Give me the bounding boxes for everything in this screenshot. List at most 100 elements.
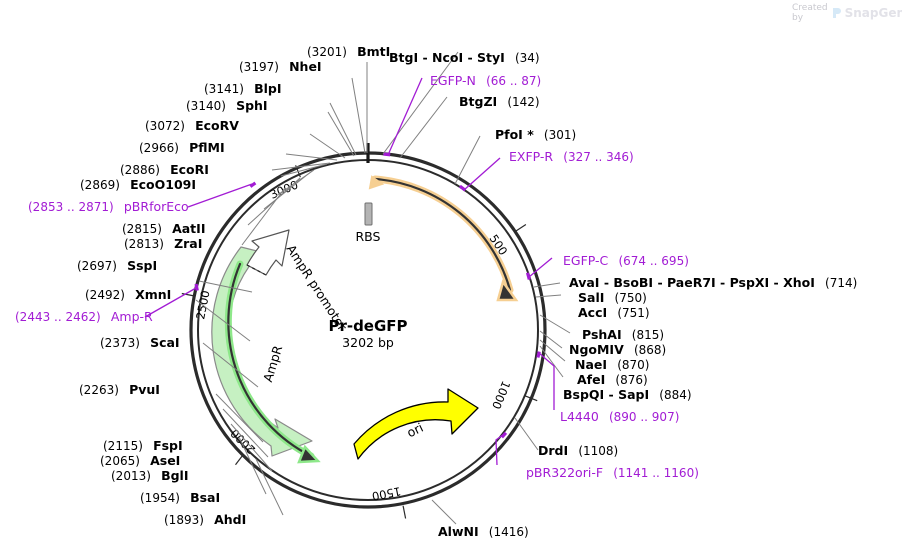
map-label-name-bsai: BsaI <box>190 490 221 505</box>
map-label-position-ngomiv: (868) <box>633 343 667 357</box>
map-label-pfoi[interactable]: PfoI * (301) <box>495 127 576 142</box>
map-label-name-xmni: XmnI <box>135 287 172 302</box>
map-label-name-blpi: BlpI <box>254 81 282 96</box>
ampr-label: AmpR <box>260 343 285 383</box>
label-gap <box>204 509 214 528</box>
map-label-nhei[interactable]: (3197) NheI <box>239 59 322 74</box>
map-label-position-xmni: (2492) <box>85 288 125 302</box>
map-label-position-ecorv: (3072) <box>145 119 185 133</box>
label-gap <box>180 487 190 506</box>
map-label-name-ngomiv: NgoMIV <box>569 342 624 357</box>
label-gap <box>649 384 659 403</box>
map-label-ecorv[interactable]: (3072) EcoRV <box>145 118 239 133</box>
map-label-name-bspqi-sapi: BspQI - SapI <box>563 387 650 402</box>
label-gap <box>479 521 489 540</box>
map-label-sphi[interactable]: (3140) SphI <box>186 98 268 113</box>
map-label-bsai[interactable]: (1954) BsaI <box>140 490 220 505</box>
map-label-position-pshai: (815) <box>631 328 665 342</box>
map-label-position-asei: (2065) <box>100 454 140 468</box>
branding: Created by SnapGene <box>792 3 902 23</box>
map-label-name-pflmi: PflMI <box>189 140 225 155</box>
map-label-position-exfp-r: (327 .. 346) <box>563 150 634 164</box>
map-label-acci[interactable]: AccI (751) <box>578 305 650 320</box>
label-gap <box>117 255 127 274</box>
label-gap <box>101 306 111 325</box>
map-label-zrai[interactable]: (2813) ZraI <box>124 236 202 251</box>
map-label-amp-r[interactable]: (2443 .. 2462) Amp-R <box>15 309 153 324</box>
leader-lines <box>144 51 571 525</box>
map-label-name-bgli: BglI <box>161 468 189 483</box>
map-label-position-blpi: (3141) <box>204 82 244 96</box>
map-label-drdi[interactable]: DrdI (1108) <box>538 443 618 458</box>
map-label-scai[interactable]: (2373) ScaI <box>100 335 180 350</box>
map-label-blpi[interactable]: (3141) BlpI <box>204 81 282 96</box>
map-label-ahdi[interactable]: (1893) AhdI <box>164 512 246 527</box>
map-label-btgi-ncoi-styi[interactable]: BtgI - NcoI - StyI (34) <box>389 50 540 65</box>
map-label-xmni[interactable]: (2492) XmnI <box>85 287 171 302</box>
map-label-avai-group[interactable]: AvaI - BsoBI - PaeR7I - PspXI - XhoI (71… <box>569 275 857 290</box>
map-label-naei[interactable]: NaeI (870) <box>575 357 649 372</box>
map-label-sspi[interactable]: (2697) SspI <box>77 258 157 273</box>
map-label-position-bgli: (2013) <box>111 469 151 483</box>
map-label-ngomiv[interactable]: NgoMIV (868) <box>569 342 666 357</box>
degfp-highlight-strand <box>368 175 519 302</box>
map-label-egfp-c[interactable]: EGFP-C (674 .. 695) <box>563 253 689 268</box>
map-label-btgzi[interactable]: BtgZI (142) <box>459 94 540 109</box>
map-label-name-afei: AfeI <box>577 372 606 387</box>
map-label-position-zrai: (2813) <box>124 237 164 251</box>
map-label-position-l4440: (890 .. 907) <box>608 410 680 424</box>
map-label-pshai[interactable]: PshAI (815) <box>582 327 664 342</box>
map-label-name-ecorv: EcoRV <box>195 118 239 133</box>
label-gap <box>140 332 150 351</box>
map-label-pflmi[interactable]: (2966) PflMI <box>139 140 225 155</box>
map-label-aatii[interactable]: (2815) AatII <box>122 221 205 236</box>
map-label-position-sspi: (2697) <box>77 259 117 273</box>
map-label-name-naei: NaeI <box>575 357 608 372</box>
map-label-name-aatii: AatII <box>172 221 206 236</box>
map-label-fspi[interactable]: (2115) FspI <box>103 438 183 453</box>
label-gap <box>179 137 189 156</box>
map-label-pbr322ori-f[interactable]: pBR322ori-F (1141 .. 1160) <box>526 465 699 480</box>
map-label-l4440[interactable]: L4440 (890 .. 907) <box>560 409 679 424</box>
snapgene-logo-icon <box>832 4 841 23</box>
label-gap <box>185 115 195 134</box>
map-label-asei[interactable]: (2065) AseI <box>100 453 180 468</box>
map-label-name-amp-r: Amp-R <box>110 309 153 324</box>
map-label-name-drdi: DrdI <box>538 443 569 458</box>
map-label-position-ecori: (2886) <box>120 163 160 177</box>
label-gap <box>534 124 544 143</box>
label-gap <box>497 91 507 110</box>
map-label-exfp-r[interactable]: EXFP-R (327 .. 346) <box>509 149 634 164</box>
tick-label-1000: 1000 <box>489 379 513 411</box>
map-label-name-pshai: PshAI <box>582 327 622 342</box>
map-label-position-pflmi: (2966) <box>139 141 179 155</box>
map-label-position-amp-r: (2443 .. 2462) <box>15 310 101 324</box>
plasmid-center-label: Pr-deGFP 3202 bp <box>328 317 407 350</box>
map-label-pvui[interactable]: (2263) PvuI <box>79 382 160 397</box>
map-label-position-drdi: (1108) <box>578 444 619 458</box>
map-label-afei[interactable]: AfeI (876) <box>577 372 648 387</box>
label-gap <box>164 233 174 252</box>
map-label-sali[interactable]: SalI (750) <box>578 290 647 305</box>
map-label-position-ahdi: (1893) <box>164 513 204 527</box>
branding-name: SnapGene <box>844 6 902 20</box>
map-label-pbrforeco[interactable]: (2853 .. 2871) pBRforEco <box>28 199 189 214</box>
map-label-ecoo109i[interactable]: (2869) EcoO109I <box>80 177 196 192</box>
map-label-name-sphi: SphI <box>236 98 268 113</box>
map-label-bspqi-sapi[interactable]: BspQI - SapI (884) <box>563 387 692 402</box>
tick-label-1500: 1500 <box>371 484 402 503</box>
map-label-bmti[interactable]: (3201) BmtI <box>307 44 390 59</box>
map-label-alwni[interactable]: AlwNI (1416) <box>438 524 529 539</box>
map-label-position-pfoi: (301) <box>543 128 577 142</box>
map-label-egfp-n[interactable]: EGFP-N (66 .. 87) <box>430 73 541 88</box>
map-label-position-avai-group: (714) <box>825 276 858 290</box>
map-label-ecori[interactable]: (2886) EcoRI <box>120 162 209 177</box>
map-label-name-bmti: BmtI <box>357 44 391 59</box>
feature-marks-on-backbone <box>194 152 541 439</box>
ampr-highlight-strand <box>224 260 321 464</box>
map-label-bgli[interactable]: (2013) BglI <box>111 468 189 483</box>
map-label-position-bmti: (3201) <box>307 45 347 59</box>
map-label-name-exfp-r: EXFP-R <box>509 149 554 164</box>
map-label-position-acci: (751) <box>617 306 650 320</box>
label-gap <box>476 70 486 89</box>
